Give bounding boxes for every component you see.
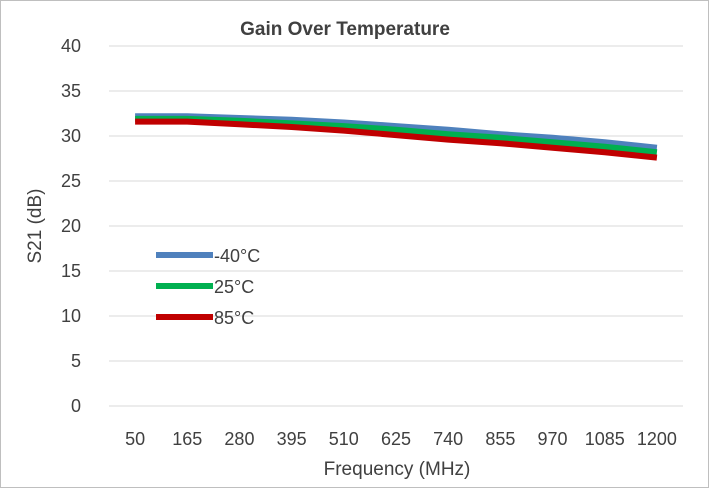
- x-tick-label: 625: [381, 429, 411, 449]
- legend-label: 25°C: [214, 277, 254, 297]
- y-tick-label: 30: [61, 126, 81, 146]
- x-tick-label: 510: [329, 429, 359, 449]
- x-tick-label: 1200: [637, 429, 677, 449]
- x-tick-label: 740: [433, 429, 463, 449]
- y-tick-label: 40: [61, 36, 81, 56]
- x-tick-label: 855: [485, 429, 515, 449]
- y-tick-label: 35: [61, 81, 81, 101]
- chart-title: Gain Over Temperature: [240, 19, 450, 40]
- x-axis-label: Frequency (MHz): [324, 459, 471, 480]
- series-lines: [135, 113, 658, 161]
- gridlines: [109, 45, 683, 407]
- x-tick-labels: 50 165 280 395 510 625 740 855 970 1085 1200: [125, 429, 677, 449]
- x-tick-label: 165: [172, 429, 202, 449]
- legend: -40°C 25°C 85°C: [156, 246, 260, 328]
- series-line-3: [135, 118, 658, 161]
- y-tick-label: 10: [61, 306, 81, 326]
- y-tick-label: 20: [61, 216, 81, 236]
- x-tick-label: 395: [277, 429, 307, 449]
- x-tick-label: 1085: [585, 429, 625, 449]
- y-tick-label: 15: [61, 261, 81, 281]
- y-tick-labels: 0 5 10 15 20 25 30 35 40: [61, 36, 81, 416]
- y-axis-label: S21 (dB): [25, 189, 46, 264]
- y-tick-label: 5: [71, 351, 81, 371]
- legend-label: 85°C: [214, 308, 254, 328]
- x-tick-label: 50: [125, 429, 145, 449]
- y-tick-label: 0: [71, 396, 81, 416]
- legend-label: -40°C: [214, 246, 260, 266]
- y-tick-label: 25: [61, 171, 81, 191]
- series-line-2: [135, 115, 658, 156]
- x-tick-label: 280: [224, 429, 254, 449]
- x-tick-label: 970: [538, 429, 568, 449]
